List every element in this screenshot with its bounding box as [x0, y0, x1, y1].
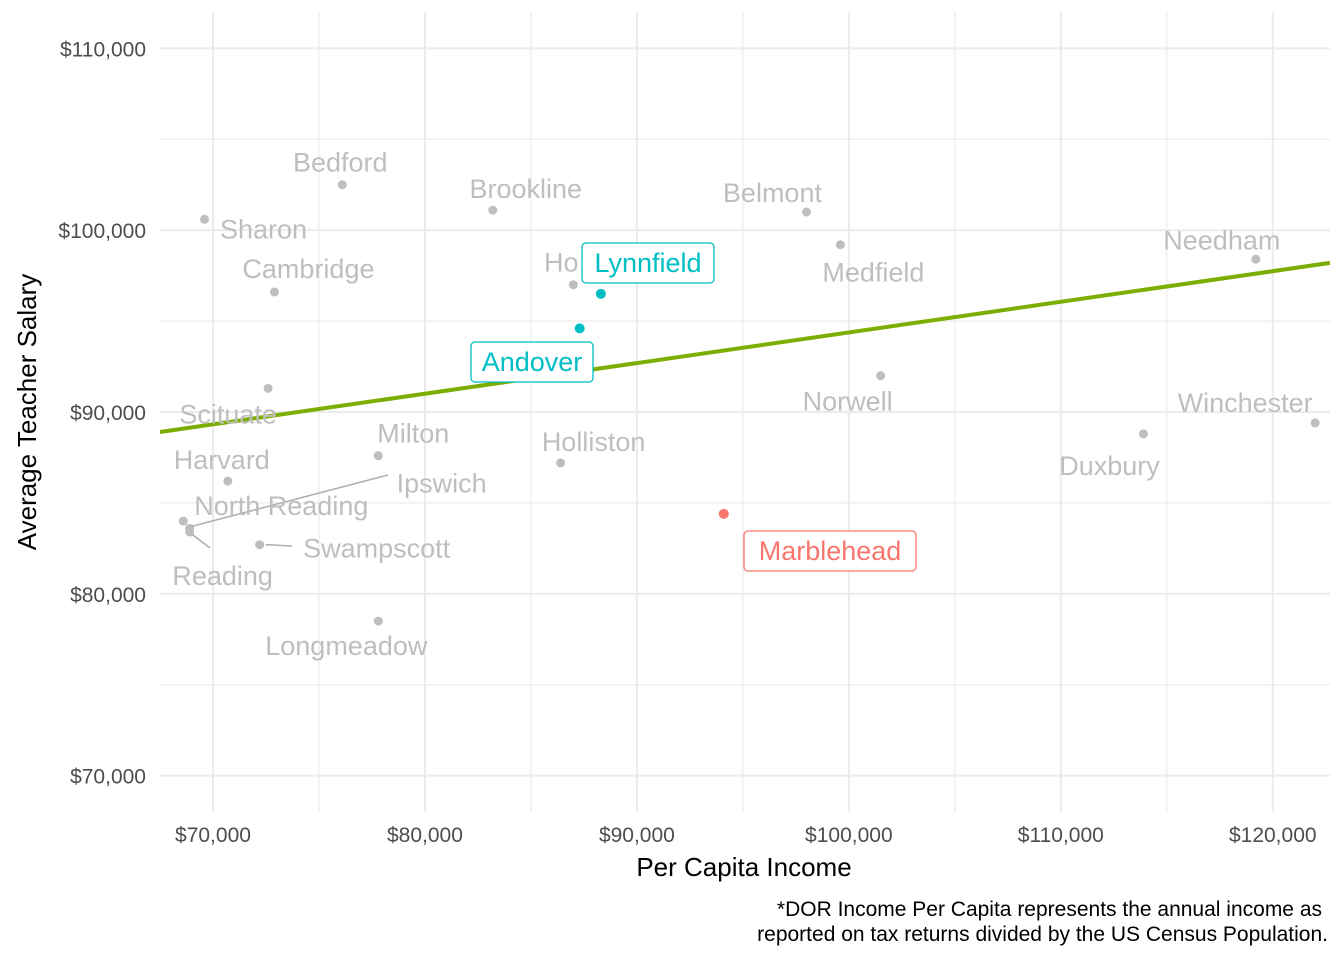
point-label: Medfield: [822, 258, 924, 288]
point-longmeadow: [373, 616, 383, 626]
trend-line: [159, 260, 1331, 434]
x-tick-label: $100,000: [805, 824, 893, 847]
major-gridlines: [160, 12, 1330, 812]
x-tick-labels: $70,000 $80,000 $90,000 $100,000 $110,000 $12…: [175, 824, 1317, 847]
label-box: [470, 341, 594, 383]
point-medfield: [835, 240, 845, 250]
point-label: Swampscott: [303, 534, 451, 564]
point-label: Needham: [1163, 225, 1280, 255]
point-norwell: [876, 371, 886, 381]
x-tick-label: $120,000: [1229, 824, 1317, 847]
y-axis-title: Average Teacher Salary: [12, 274, 42, 551]
point-harvard: [223, 476, 233, 486]
point-sharon: [200, 214, 210, 224]
point-label: Andover: [482, 347, 583, 377]
point-label: Marblehead: [759, 536, 902, 566]
point-milton: [373, 451, 383, 461]
label-connector: [265, 543, 293, 547]
point-needham: [1251, 254, 1261, 264]
point-scituate: [263, 383, 273, 393]
y-tick-labels: $70,000 $80,000 $90,000 $100,000 $110,000: [58, 38, 146, 788]
point-label: Lynnfield: [594, 248, 701, 278]
x-axis-title: Per Capita Income: [636, 852, 851, 882]
point-brookline: [488, 205, 498, 215]
point-label: Belmont: [723, 178, 823, 208]
point-winchester: [1310, 418, 1320, 428]
point-label: Bedford: [293, 148, 388, 178]
point-label: Ho: [544, 248, 579, 278]
y-tick-label: $90,000: [70, 402, 146, 425]
point-label: Holliston: [542, 427, 646, 457]
caption-line-2: reported on tax returns divided by the U…: [757, 923, 1328, 946]
x-tick-label: $80,000: [387, 824, 463, 847]
x-tick-label: $70,000: [175, 824, 251, 847]
point-label: Cambridge: [242, 254, 374, 284]
point-duxbury: [1138, 429, 1148, 439]
y-tick-label: $70,000: [70, 766, 146, 789]
point-label: Brookline: [469, 174, 582, 204]
point-label: Ipswich: [397, 468, 487, 498]
points-group: [178, 180, 1320, 626]
label-box: [581, 242, 715, 284]
point-labels-group: Bedford Brookline Belmont Sharon Medfield Nee…: [172, 148, 1312, 661]
point-label: Sharon: [220, 214, 307, 244]
point-label: Milton: [377, 419, 449, 449]
point-label: Longmeadow: [265, 631, 428, 661]
point-lynnfield: [595, 288, 606, 299]
point-holliston: [556, 458, 566, 468]
point-label: Norwell: [803, 387, 893, 417]
y-tick-label: $80,000: [70, 584, 146, 607]
point-hopkinton: [568, 280, 578, 290]
label-connector: [191, 474, 389, 528]
point-north-reading: [178, 516, 188, 526]
caption-line-1: *DOR Income Per Capita represents the an…: [777, 898, 1322, 921]
point-swampscott: [255, 540, 265, 550]
label-box: [743, 530, 917, 572]
point-label: North Reading: [194, 491, 368, 521]
point-bedford: [337, 180, 347, 190]
point-label: Duxbury: [1059, 451, 1160, 481]
point-label: Harvard: [174, 445, 270, 475]
point-belmont: [801, 207, 811, 217]
point-label: Reading: [172, 561, 273, 591]
trend-line-group: [159, 260, 1331, 434]
point-label: Winchester: [1178, 388, 1313, 418]
label-connector: [191, 533, 211, 549]
point-label: Scituate: [179, 399, 277, 429]
point-andover: [574, 323, 585, 334]
y-tick-label: $110,000: [60, 38, 146, 61]
x-tick-label: $90,000: [599, 824, 675, 847]
point-marblehead: [718, 508, 729, 519]
x-tick-label: $110,000: [1018, 824, 1104, 847]
point-cambridge: [269, 287, 279, 297]
y-tick-label: $100,000: [58, 220, 146, 243]
